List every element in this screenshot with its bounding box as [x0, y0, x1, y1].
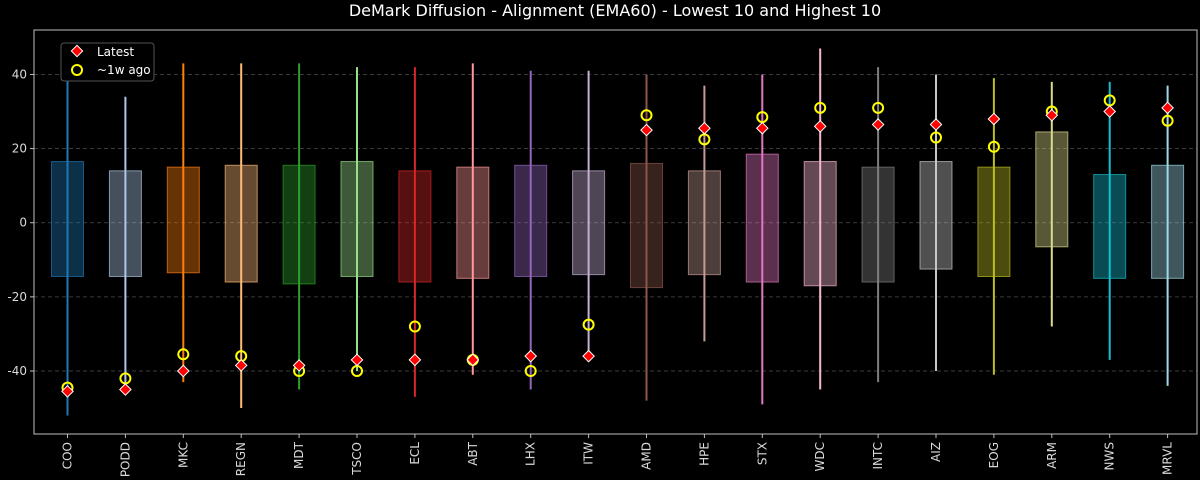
plot-frame	[33, 29, 1198, 435]
latest-marker	[234, 359, 248, 372]
week-ago-marker	[408, 320, 421, 333]
legend: Latest ~1w ago	[60, 42, 155, 82]
x-tick-label: LHX	[524, 442, 538, 466]
grid-layer	[34, 74, 1197, 372]
x-tick-label: EOG	[987, 442, 1001, 468]
latest-marker	[524, 349, 538, 363]
x-tick-label: WDC	[813, 442, 827, 471]
legend-frame	[60, 42, 155, 82]
x-tick-label: MDT	[292, 441, 306, 469]
x-tick-label: INTC	[871, 442, 885, 470]
x-tick-label: AIZ	[929, 442, 943, 462]
legend-latest-icon	[70, 44, 84, 58]
latest-marker	[1045, 108, 1059, 122]
latest-marker	[1103, 105, 1117, 118]
x-tick-label: ITW	[582, 442, 596, 465]
latest-marker	[61, 385, 74, 398]
legend-week-ago-label: ~1w ago	[97, 63, 151, 77]
latest-marker	[755, 121, 769, 135]
x-tick-label: PODD	[118, 442, 132, 477]
latest-marker	[176, 364, 190, 378]
x-tick-label: HPE	[697, 442, 711, 466]
latest-marker	[466, 353, 480, 367]
latest-marker	[929, 118, 943, 131]
week-ago-marker	[872, 101, 885, 114]
x-tick-label: REGN	[234, 442, 248, 476]
x-tick-label: COO	[61, 442, 75, 469]
x-tick-label: TSCO	[350, 442, 364, 476]
x-tick-label: MRVL	[1161, 442, 1175, 475]
week-ago-marker	[177, 348, 190, 361]
week-ago-marker	[640, 109, 653, 122]
chart-title: DeMark Diffusion - Alignment (EMA60) - L…	[349, 1, 881, 20]
x-tick-label: ARM	[1045, 442, 1059, 469]
latest-marker	[582, 349, 595, 363]
marker-layer	[61, 94, 1174, 398]
x-tick-label: AMD	[640, 442, 654, 470]
week-ago-marker	[930, 131, 942, 144]
week-ago-marker	[582, 318, 595, 331]
latest-marker	[119, 383, 132, 396]
latest-marker	[813, 120, 827, 133]
y-tick-label: -20	[7, 290, 27, 304]
x-tick-label: NWS	[1103, 442, 1117, 470]
range-layer	[66, 48, 1169, 416]
latest-marker	[987, 112, 1001, 126]
x-tick-label: ABT	[466, 441, 480, 465]
week-ago-marker	[1161, 114, 1174, 127]
latest-marker	[698, 121, 711, 135]
y-tick-label: 0	[19, 216, 27, 230]
box-layer	[51, 131, 1185, 289]
week-ago-marker	[524, 364, 537, 377]
y-tick-label: 20	[12, 142, 27, 156]
latest-marker	[408, 353, 422, 367]
axes-layer: -40 -20 0 20 40 COO PODD MKC REGN MDT TSCO ECL ABT LH…	[7, 29, 1198, 477]
latest-marker	[640, 123, 653, 137]
week-ago-marker	[987, 140, 1000, 153]
x-tick-label: STX	[755, 442, 769, 465]
legend-week-ago-icon	[71, 64, 83, 76]
y-tick-label: 40	[12, 67, 27, 81]
latest-marker	[1161, 101, 1174, 115]
latest-marker	[292, 359, 306, 372]
latest-marker	[350, 353, 364, 367]
x-tick-label: ECL	[408, 442, 422, 465]
x-tick-label: MKC	[176, 442, 190, 468]
legend-latest-label: Latest	[97, 45, 134, 59]
week-ago-marker	[814, 101, 827, 114]
latest-marker	[871, 118, 885, 131]
y-tick-label: -40	[7, 364, 27, 378]
